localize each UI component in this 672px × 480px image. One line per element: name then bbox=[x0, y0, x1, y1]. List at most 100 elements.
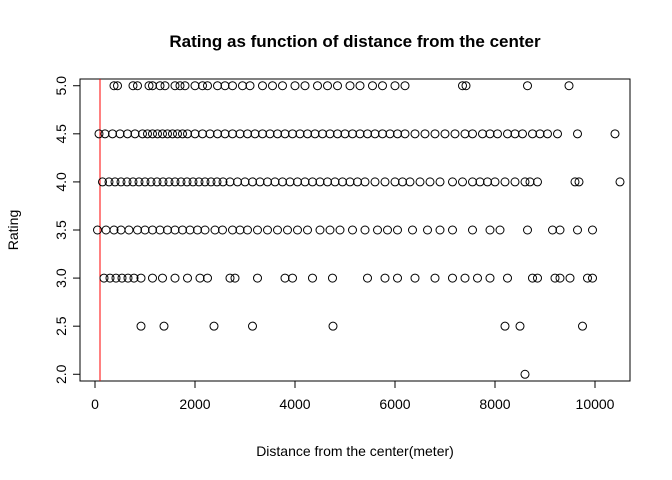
data-point bbox=[435, 225, 445, 235]
data-point bbox=[183, 129, 192, 139]
data-point bbox=[293, 177, 302, 187]
data-point bbox=[503, 273, 512, 283]
data-point bbox=[500, 321, 510, 331]
data-point bbox=[128, 177, 138, 187]
data-point bbox=[203, 81, 212, 91]
data-point bbox=[273, 129, 282, 139]
data-point bbox=[535, 129, 545, 139]
data-point bbox=[258, 81, 267, 91]
data-point bbox=[190, 129, 200, 139]
data-point bbox=[183, 273, 192, 283]
data-point bbox=[348, 129, 357, 139]
data-point bbox=[170, 81, 180, 91]
data-point bbox=[185, 225, 195, 235]
data-point bbox=[160, 81, 170, 91]
data-point bbox=[333, 81, 342, 91]
data-point bbox=[308, 273, 317, 283]
data-point bbox=[265, 129, 275, 139]
data-point bbox=[533, 177, 542, 187]
data-point bbox=[122, 177, 132, 187]
data-point bbox=[323, 81, 332, 91]
data-point bbox=[209, 321, 219, 331]
data-point bbox=[270, 177, 280, 187]
data-point bbox=[398, 177, 407, 187]
data-point bbox=[564, 81, 574, 91]
data-point bbox=[159, 321, 169, 331]
data-point bbox=[283, 225, 292, 235]
data-point bbox=[378, 81, 387, 91]
data-point bbox=[123, 273, 133, 283]
data-point bbox=[313, 81, 322, 91]
data-point bbox=[325, 129, 335, 139]
data-point bbox=[295, 129, 305, 139]
data-point bbox=[440, 129, 450, 139]
data-point bbox=[490, 177, 500, 187]
data-point bbox=[248, 321, 257, 331]
data-point bbox=[263, 225, 272, 235]
data-point bbox=[200, 177, 210, 187]
data-point bbox=[133, 81, 142, 91]
data-point bbox=[328, 321, 338, 331]
x-tick-label: 10000 bbox=[576, 396, 615, 412]
data-point bbox=[503, 129, 512, 139]
data-point bbox=[250, 129, 260, 139]
data-point bbox=[325, 225, 335, 235]
y-tick-label: 2.5 bbox=[53, 316, 69, 336]
x-tick-label: 2000 bbox=[179, 396, 210, 412]
data-point bbox=[495, 225, 505, 235]
data-point bbox=[143, 129, 152, 139]
data-point bbox=[148, 273, 157, 283]
data-point bbox=[485, 225, 495, 235]
y-tick-label: 4.5 bbox=[53, 124, 69, 144]
data-point bbox=[373, 225, 382, 235]
data-point bbox=[543, 129, 552, 139]
data-point bbox=[430, 129, 440, 139]
data-point bbox=[212, 177, 222, 187]
data-point bbox=[220, 129, 230, 139]
data-point bbox=[363, 129, 372, 139]
data-point bbox=[515, 321, 525, 331]
data-point bbox=[448, 225, 457, 235]
data-point bbox=[111, 273, 121, 283]
data-point bbox=[245, 81, 255, 91]
data-point bbox=[460, 273, 470, 283]
data-point bbox=[523, 81, 532, 91]
data-point bbox=[178, 225, 187, 235]
data-point bbox=[383, 225, 392, 235]
data-point bbox=[555, 225, 565, 235]
data-point bbox=[500, 177, 510, 187]
data-point bbox=[116, 177, 126, 187]
x-tick-label: 6000 bbox=[379, 396, 410, 412]
data-point bbox=[565, 273, 575, 283]
data-point bbox=[430, 273, 440, 283]
y-axis-label: Rating bbox=[5, 210, 21, 250]
data-point bbox=[288, 273, 297, 283]
data-point bbox=[315, 177, 325, 187]
x-tick-label: 0 bbox=[91, 396, 99, 412]
data-point bbox=[243, 225, 252, 235]
data-point bbox=[290, 81, 300, 91]
data-point bbox=[205, 129, 215, 139]
data-point bbox=[355, 129, 365, 139]
data-point bbox=[393, 129, 402, 139]
data-point bbox=[124, 225, 134, 235]
data-point bbox=[435, 177, 445, 187]
data-point bbox=[94, 129, 104, 139]
data-point bbox=[345, 81, 355, 91]
data-point bbox=[164, 177, 174, 187]
data-point bbox=[448, 177, 457, 187]
data-point bbox=[400, 129, 410, 139]
data-point bbox=[213, 129, 222, 139]
data-point bbox=[268, 81, 277, 91]
data-point bbox=[155, 81, 165, 91]
data-point bbox=[198, 129, 207, 139]
data-point bbox=[485, 273, 495, 283]
data-point bbox=[198, 81, 207, 91]
data-point bbox=[523, 225, 532, 235]
data-point bbox=[293, 225, 302, 235]
data-point bbox=[140, 177, 150, 187]
data-point bbox=[133, 225, 142, 235]
data-point bbox=[220, 81, 230, 91]
data-point bbox=[140, 225, 150, 235]
